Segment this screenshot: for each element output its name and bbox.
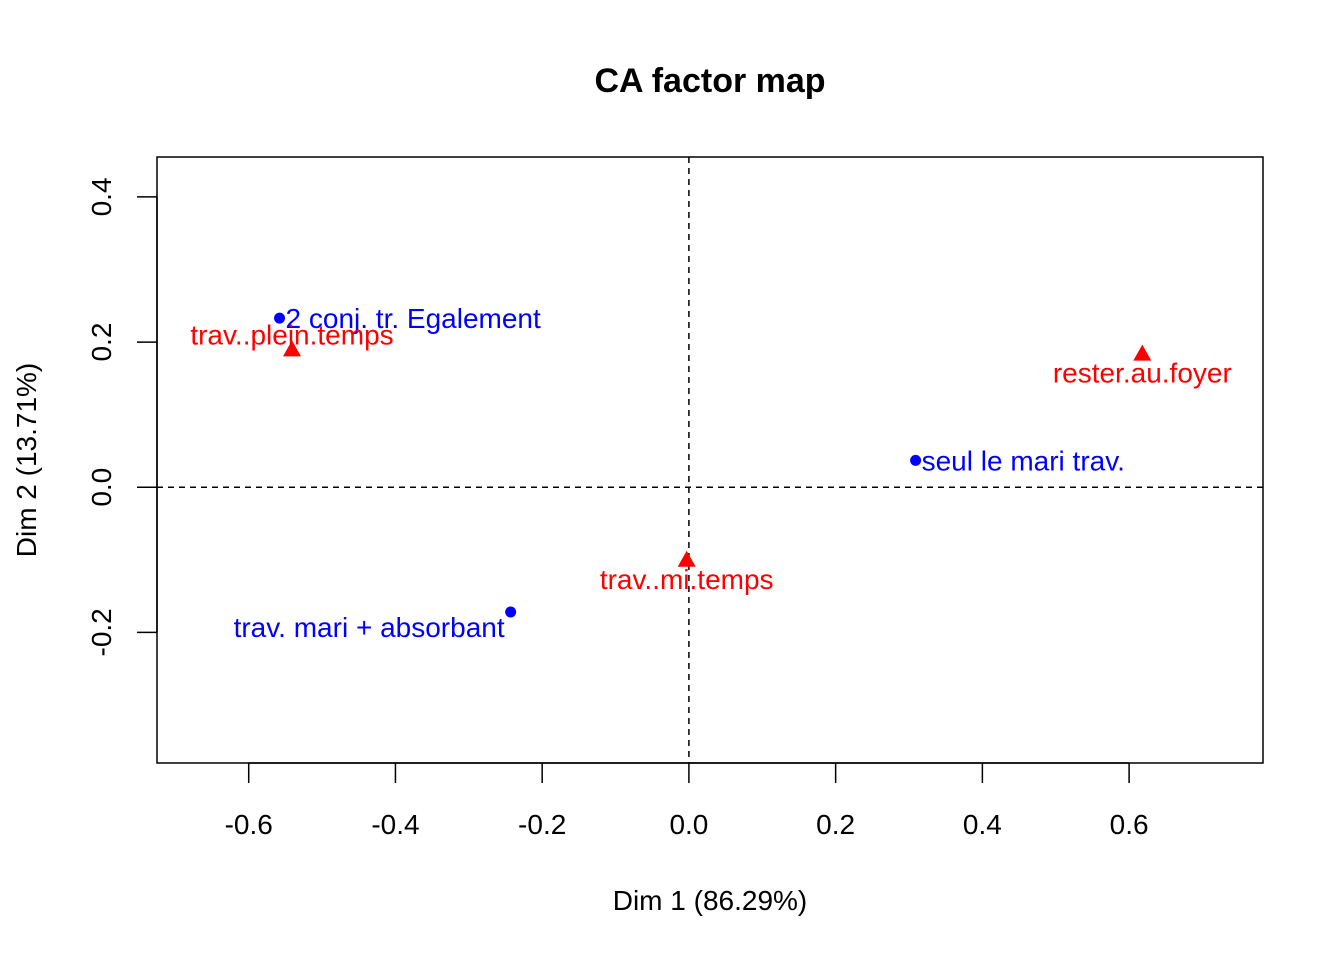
x-axis-label: Dim 1 (86.29%) [613, 885, 808, 916]
row-point-marker [505, 606, 517, 618]
x-tick-label: 0.4 [963, 809, 1002, 840]
x-tick-label: -0.2 [518, 809, 566, 840]
column-point-label: rester.au.foyer [1053, 358, 1232, 389]
y-tick-label: 0.0 [86, 468, 117, 507]
column-point-marker [1133, 344, 1152, 361]
column-point-label: trav..plein.temps [190, 319, 393, 350]
chart-title: CA factor map [594, 62, 825, 100]
column-point-marker [677, 550, 696, 567]
y-tick-label: 0.4 [86, 177, 117, 216]
x-tick-label: 0.0 [669, 809, 708, 840]
x-tick-label: 0.6 [1110, 809, 1149, 840]
y-axis-label: Dim 2 (13.71%) [11, 363, 42, 558]
y-tick-label: -0.2 [86, 608, 117, 656]
row-point-marker [274, 312, 286, 324]
row-point-label: 2 conj. tr. Egalement [286, 303, 541, 334]
x-tick-label: -0.4 [371, 809, 419, 840]
column-point-marker [282, 340, 301, 357]
row-point-label: trav. mari + absorbant [234, 612, 505, 643]
row-point-marker [910, 454, 922, 466]
row-point-label: seul le mari trav. [922, 445, 1125, 476]
x-tick-label: -0.6 [225, 809, 273, 840]
y-tick-label: 0.2 [86, 323, 117, 362]
x-tick-label: 0.2 [816, 809, 855, 840]
column-point-label: trav..mi.temps [600, 564, 774, 595]
